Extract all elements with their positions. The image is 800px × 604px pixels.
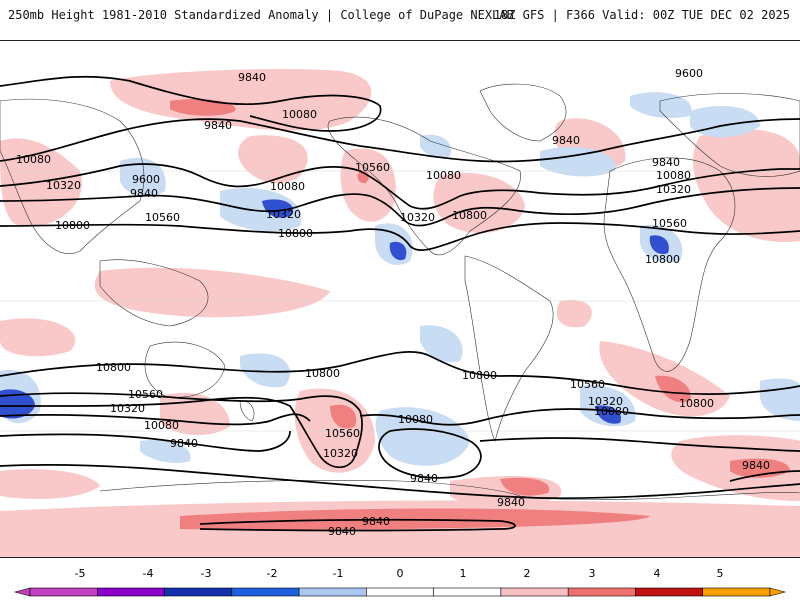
contour-label: 10080 [594,405,629,418]
colorbar-tick-label: 0 [397,567,404,580]
contour-label: 10320 [323,447,358,460]
contour-label: 10320 [400,211,435,224]
contour-label: 10800 [462,369,497,382]
contour-label: 9840 [742,459,770,472]
contour-label: 9840 [238,71,266,84]
contour-label: 10320 [656,183,691,196]
contour-label: 9600 [132,173,160,186]
contour-label: 10080 [270,180,305,193]
colorbar-segment [433,587,502,597]
positive-anomaly-shading [0,69,800,557]
contour-label: 10080 [426,169,461,182]
contour-label: 10560 [355,161,390,174]
colorbar-max-arrow [769,587,787,597]
colorbar-canvas: -5 -4 -3 -2 -1 0 1 2 3 4 5 [13,567,787,597]
model-run-info: 18Z GFS | F366 Valid: 00Z TUE DEC 02 202… [493,8,790,22]
contour-label: 9840 [552,134,580,147]
colorbar-tick-label: 2 [524,567,531,580]
colorbar-tick-label: -4 [143,567,154,580]
contour-label: 10800 [55,219,90,232]
colorbar-segment [635,587,704,597]
colorbar-tick-label: -5 [75,567,86,580]
map-panel[interactable]: 9840 10080 9840 10080 9600 9840 10320 10… [0,40,800,558]
contour-label: 9840 [328,525,356,538]
colorbar-tick-label: 3 [589,567,596,580]
colorbar-ticks: -5 -4 -3 -2 -1 0 1 2 3 4 5 [75,567,724,580]
contour-label: 10320 [588,395,623,408]
contour-label: 10560 [652,217,687,230]
graticule [0,170,800,432]
contour-label: 10320 [46,179,81,192]
colorbar-segment [164,587,233,597]
contour-label: 10560 [145,211,180,224]
colorbar-segment [500,587,569,597]
header: 250mb Height 1981-2010 Standardized Anom… [0,0,800,40]
contour-label: 10800 [452,209,487,222]
contour-label: 10320 [266,208,301,221]
contour-label: 10800 [96,361,131,374]
contour-label: 9840 [652,156,680,169]
contour-label: 10560 [325,427,360,440]
contour-label: 10800 [305,367,340,380]
map-canvas: 9840 10080 9840 10080 9600 9840 10320 10… [0,67,800,557]
contour-label: 9840 [497,496,525,509]
colorbar-tick-label: 1 [460,567,467,580]
height-contours [0,75,800,532]
contour-label: 9840 [130,187,158,200]
contour-label: 10800 [645,253,680,266]
colorbar-tick-label: 5 [717,567,724,580]
contour-label: 10800 [278,227,313,240]
colorbar-tick-label: -2 [267,567,278,580]
anomaly-colorbar: -5 -4 -3 -2 -1 0 1 2 3 4 5 [0,565,800,600]
contour-label: 9840 [204,119,232,132]
colorbar-segment [567,587,636,597]
contour-label: 10800 [679,397,714,410]
contour-label: 10080 [282,108,317,121]
contour-label: 10320 [110,402,145,415]
colorbar-segments [13,587,787,597]
colorbar-segment [29,587,98,597]
contour-label: 10080 [656,169,691,182]
colorbar-segment [231,587,300,597]
contour-label: 10080 [398,413,433,426]
contour-label: 9840 [170,437,198,450]
colorbar-tick-label: -3 [201,567,212,580]
negative-anomaly-shading [0,92,800,466]
contour-label: 10560 [570,378,605,391]
strong-negative-anomaly-shading [0,199,669,424]
contour-label: 10080 [144,419,179,432]
colorbar-segment [298,587,367,597]
map-title: 250mb Height 1981-2010 Standardized Anom… [8,8,514,22]
colorbar-min-arrow [13,587,31,597]
contour-label: 10560 [128,388,163,401]
colorbar-segment [702,587,771,597]
colorbar-segment [366,587,434,597]
colorbar-tick-label: -1 [333,567,344,580]
colorbar-tick-label: 4 [654,567,661,580]
contour-label: 9840 [362,515,390,528]
contour-label: 10080 [16,153,51,166]
contour-label: 9600 [675,67,703,80]
contour-label: 9840 [410,472,438,485]
contour-labels: 9840 10080 9840 10080 9600 9840 10320 10… [16,67,770,538]
colorbar-segment [96,587,165,597]
